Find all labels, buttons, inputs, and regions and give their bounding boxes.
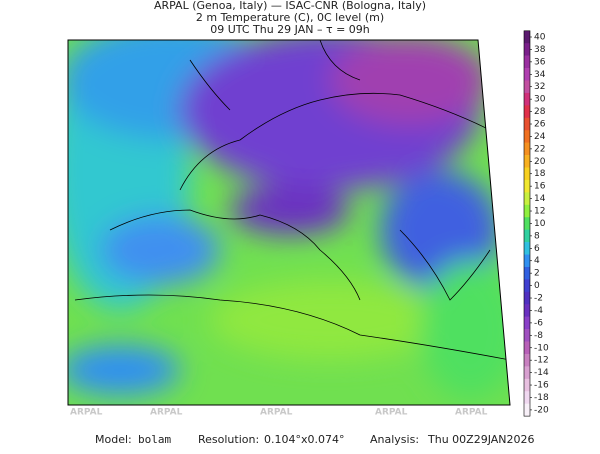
- colorbar-swatch: [524, 142, 530, 156]
- colorbar-label: 12: [534, 207, 545, 217]
- colorbar-label: 14: [534, 194, 546, 204]
- header-line: ARPAL (Genoa, Italy) — ISAC-CNR (Bologna…: [154, 0, 426, 12]
- colorbar-label: 26: [534, 120, 546, 130]
- colorbar-label: 8: [534, 231, 540, 241]
- colorbar-label: 22: [534, 144, 545, 154]
- colorbar-swatch: [524, 55, 530, 69]
- colorbar-swatch: [524, 378, 530, 392]
- colorbar-swatch: [524, 279, 530, 293]
- footer-value: 0.104°x0.074°: [264, 433, 345, 446]
- watermarks: ARPAL ARPAL ARPAL ARPAL ARPAL: [70, 408, 488, 418]
- colorbar-swatch: [524, 229, 530, 243]
- header-line: 09 UTC Thu 29 JAN – τ = 09h: [210, 23, 370, 36]
- colorbar-label: -20: [534, 405, 549, 415]
- map-frame: [67, 39, 511, 406]
- colorbar-label: -8: [534, 331, 543, 341]
- colorbar-swatch: [524, 80, 530, 94]
- footer-value: Thu 00Z29JAN2026: [427, 433, 535, 446]
- watermark: ARPAL: [375, 408, 408, 418]
- colorbar-label: -16: [534, 381, 549, 391]
- colorbar-label: 0: [534, 281, 540, 291]
- colorbar-label: 30: [534, 95, 546, 105]
- colorbar-label: 6: [534, 244, 540, 254]
- colorbar-swatch: [524, 254, 530, 268]
- colorbar-swatch: [524, 192, 530, 206]
- colorbar-label: -4: [534, 306, 543, 316]
- colorbar-swatch: [524, 341, 530, 355]
- colorbar-label: 16: [534, 182, 546, 192]
- colorbar-swatch: [524, 242, 530, 255]
- colorbar-swatch: [524, 92, 530, 106]
- colorbar-label: -6: [534, 318, 543, 328]
- colorbar-swatch: [524, 266, 530, 280]
- colorbar-frame: [523, 30, 531, 417]
- colorbar-label: -18: [534, 393, 549, 403]
- watermark: ARPAL: [150, 408, 183, 418]
- colorbar-label: 10: [534, 219, 546, 229]
- colorbar-swatch: [524, 179, 530, 193]
- colorbar-swatch: [524, 366, 530, 380]
- colorbar-swatch: [524, 68, 530, 81]
- colorbar-swatch: [524, 217, 530, 230]
- temperature-map: [68, 40, 510, 405]
- colorbar-swatch: [524, 155, 530, 168]
- colorbar-swatch: [524, 204, 530, 218]
- colorbar-swatch: [524, 130, 530, 143]
- colorbar-swatch: [524, 316, 530, 330]
- watermark: ARPAL: [260, 408, 293, 418]
- footer-value: bolam: [138, 433, 171, 446]
- colorbar-swatch: [524, 291, 530, 305]
- colorbar-label: 32: [534, 82, 545, 92]
- colorbar-swatch: [524, 167, 530, 181]
- colorbar-swatch: [524, 43, 530, 56]
- watermark: ARPAL: [70, 408, 103, 418]
- colorbar-label: -2: [534, 294, 543, 304]
- header-line: 2 m Temperature (C), 0C level (m): [196, 11, 384, 24]
- footer-label: Model:: [95, 433, 132, 446]
- colorbar-label: 36: [534, 57, 546, 67]
- colorbar-swatch: [524, 117, 530, 131]
- colorbar-swatch: [524, 353, 530, 367]
- colorbar-label: 40: [534, 33, 546, 43]
- footer-label: Analysis:: [370, 433, 419, 446]
- watermark: ARPAL: [455, 408, 488, 418]
- colorbar-label: 28: [534, 107, 546, 117]
- colorbar-swatch: [524, 30, 530, 44]
- colorbar-label: -14: [534, 368, 549, 378]
- colorbar-label: 2: [534, 269, 540, 279]
- colorbar-label: -10: [534, 343, 549, 353]
- colorbar-label: 20: [534, 157, 546, 167]
- footer-label: Resolution:: [198, 433, 259, 446]
- colorbar: 4038363432302826242220181614121086420-2-…: [523, 30, 549, 417]
- colorbar-label: 4: [534, 256, 540, 266]
- colorbar-label: 34: [534, 70, 546, 80]
- colorbar-swatch: [524, 403, 530, 417]
- colorbar-label: 18: [534, 169, 546, 179]
- colorbar-label: 38: [534, 45, 546, 55]
- colorbar-swatch: [524, 391, 530, 404]
- colorbar-label: 24: [534, 132, 546, 142]
- colorbar-label: -12: [534, 356, 549, 366]
- colorbar-swatch: [524, 329, 530, 342]
- colorbar-swatch: [524, 105, 530, 119]
- colorbar-swatch: [524, 304, 530, 317]
